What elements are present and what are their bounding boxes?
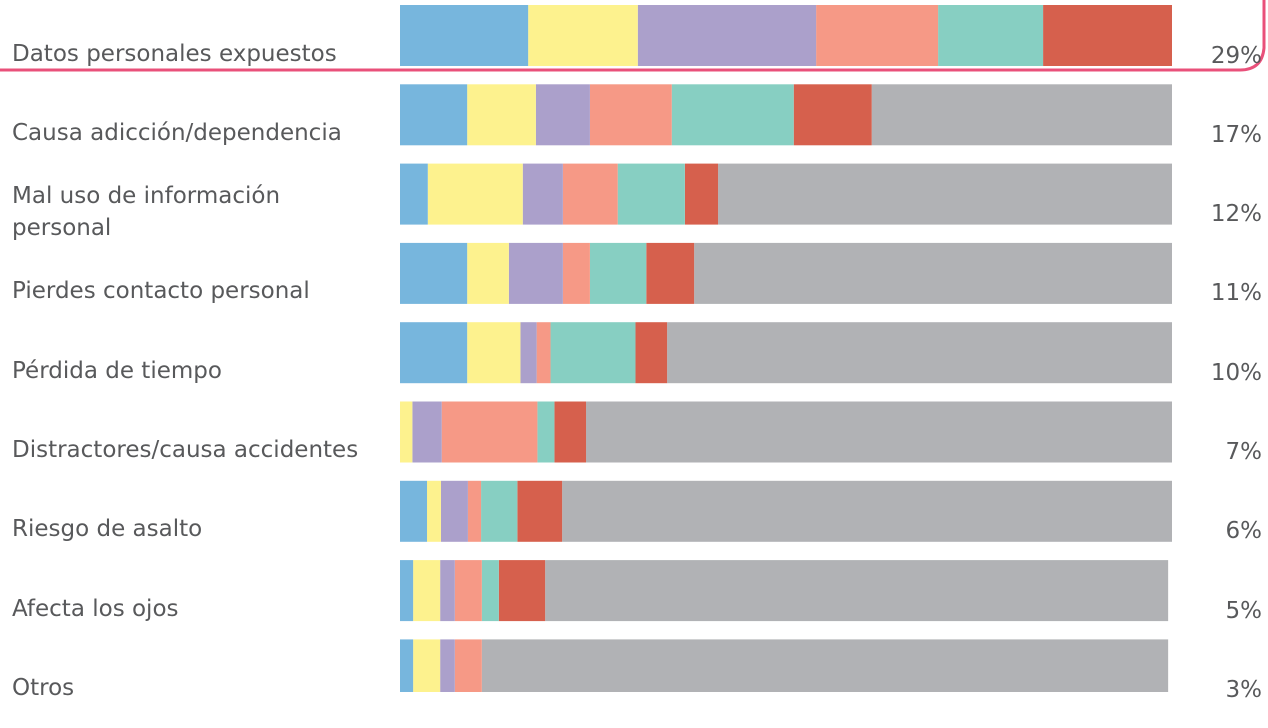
category-label: Pierdes contacto personal: [12, 278, 310, 305]
bar-segment: [467, 242, 509, 304]
share-label: 10%: [1210, 359, 1262, 386]
bar-segment: [522, 163, 563, 225]
category-label: Causa adicción/dependencia: [12, 119, 342, 146]
bar-segment: [562, 242, 590, 304]
bar-segment: [481, 639, 1169, 692]
bar-segment: [413, 639, 441, 692]
category-label: Riesgo de asalto: [12, 516, 203, 543]
share-label: 6%: [1225, 518, 1263, 545]
bar-segment: [637, 5, 817, 66]
bar-segment: [400, 84, 468, 146]
bar-segment: [871, 84, 1172, 146]
bar-segment: [535, 84, 590, 146]
bar-segment: [467, 84, 536, 146]
bar-segment: [586, 401, 1172, 463]
share-label: 17%: [1210, 121, 1262, 148]
bar-segment: [537, 401, 555, 463]
bar-segment: [562, 163, 618, 225]
category-label: Otros: [12, 674, 75, 701]
bar-segment: [400, 163, 428, 225]
bar-segment: [441, 401, 538, 463]
bar-segment: [554, 401, 587, 463]
share-label: 3%: [1225, 676, 1263, 703]
bar-segment: [508, 242, 563, 304]
bar-segment: [454, 560, 482, 622]
bar-segment: [528, 5, 638, 66]
bar-segment: [938, 5, 1044, 66]
page: {"chart_data": {"type": "stacked-bar", "…: [0, 0, 1266, 703]
bar-segment: [667, 322, 1172, 384]
bar-segment: [400, 639, 414, 692]
share-label: 29%: [1210, 42, 1262, 69]
bar-segment: [400, 242, 468, 304]
share-label: 11%: [1210, 280, 1262, 307]
bar-segment: [481, 560, 499, 622]
share-label: 12%: [1210, 201, 1262, 228]
bar-segment: [718, 163, 1172, 225]
bar-segment: [454, 639, 482, 692]
bar-segment: [520, 322, 537, 384]
category-label: Mal uso de información personal: [12, 183, 281, 242]
bar-segment: [440, 560, 455, 622]
bar-segment: [684, 163, 719, 225]
bar-segment: [400, 401, 413, 463]
bar-segment: [412, 401, 442, 463]
bar-segment: [550, 322, 636, 384]
bar-segment: [589, 84, 672, 146]
category-label: Datos personales expuestos: [12, 40, 337, 67]
bar-segment: [467, 480, 482, 542]
bar-segment: [589, 242, 647, 304]
bar-segment: [400, 322, 468, 384]
bar-segment: [694, 242, 1172, 304]
bar-segment: [413, 560, 441, 622]
bar-segment: [1043, 5, 1172, 66]
highlight-outline: [0, 0, 1266, 72]
bar-segment: [793, 84, 872, 146]
bar-segment: [816, 5, 939, 66]
bar-segment: [646, 242, 695, 304]
bar-segment: [400, 480, 428, 542]
bar-segment: [400, 5, 529, 66]
share-label: 5%: [1225, 597, 1263, 624]
category-label: Distractores/causa accidentes: [12, 437, 359, 463]
share-label: 7%: [1225, 439, 1263, 465]
bar-segment: [400, 560, 414, 622]
category-label: Afecta los ojos: [12, 595, 179, 622]
category-label: Pérdida de tiempo: [12, 357, 222, 384]
chart: [0, 0, 1266, 692]
bar-segment: [427, 163, 523, 225]
bar-segment: [467, 322, 521, 384]
bar-segment: [427, 480, 441, 542]
bar-segment: [536, 322, 551, 384]
bar-segment: [635, 322, 668, 384]
bar-segment: [517, 480, 563, 542]
bar-segment: [671, 84, 794, 146]
bar-segment: [440, 480, 468, 542]
bar-segment: [545, 560, 1169, 622]
bar-segment: [498, 560, 546, 622]
bar-segment: [617, 163, 685, 225]
bar-segment: [562, 480, 1172, 542]
bar-segment: [481, 480, 518, 542]
bar-segment: [440, 639, 455, 692]
